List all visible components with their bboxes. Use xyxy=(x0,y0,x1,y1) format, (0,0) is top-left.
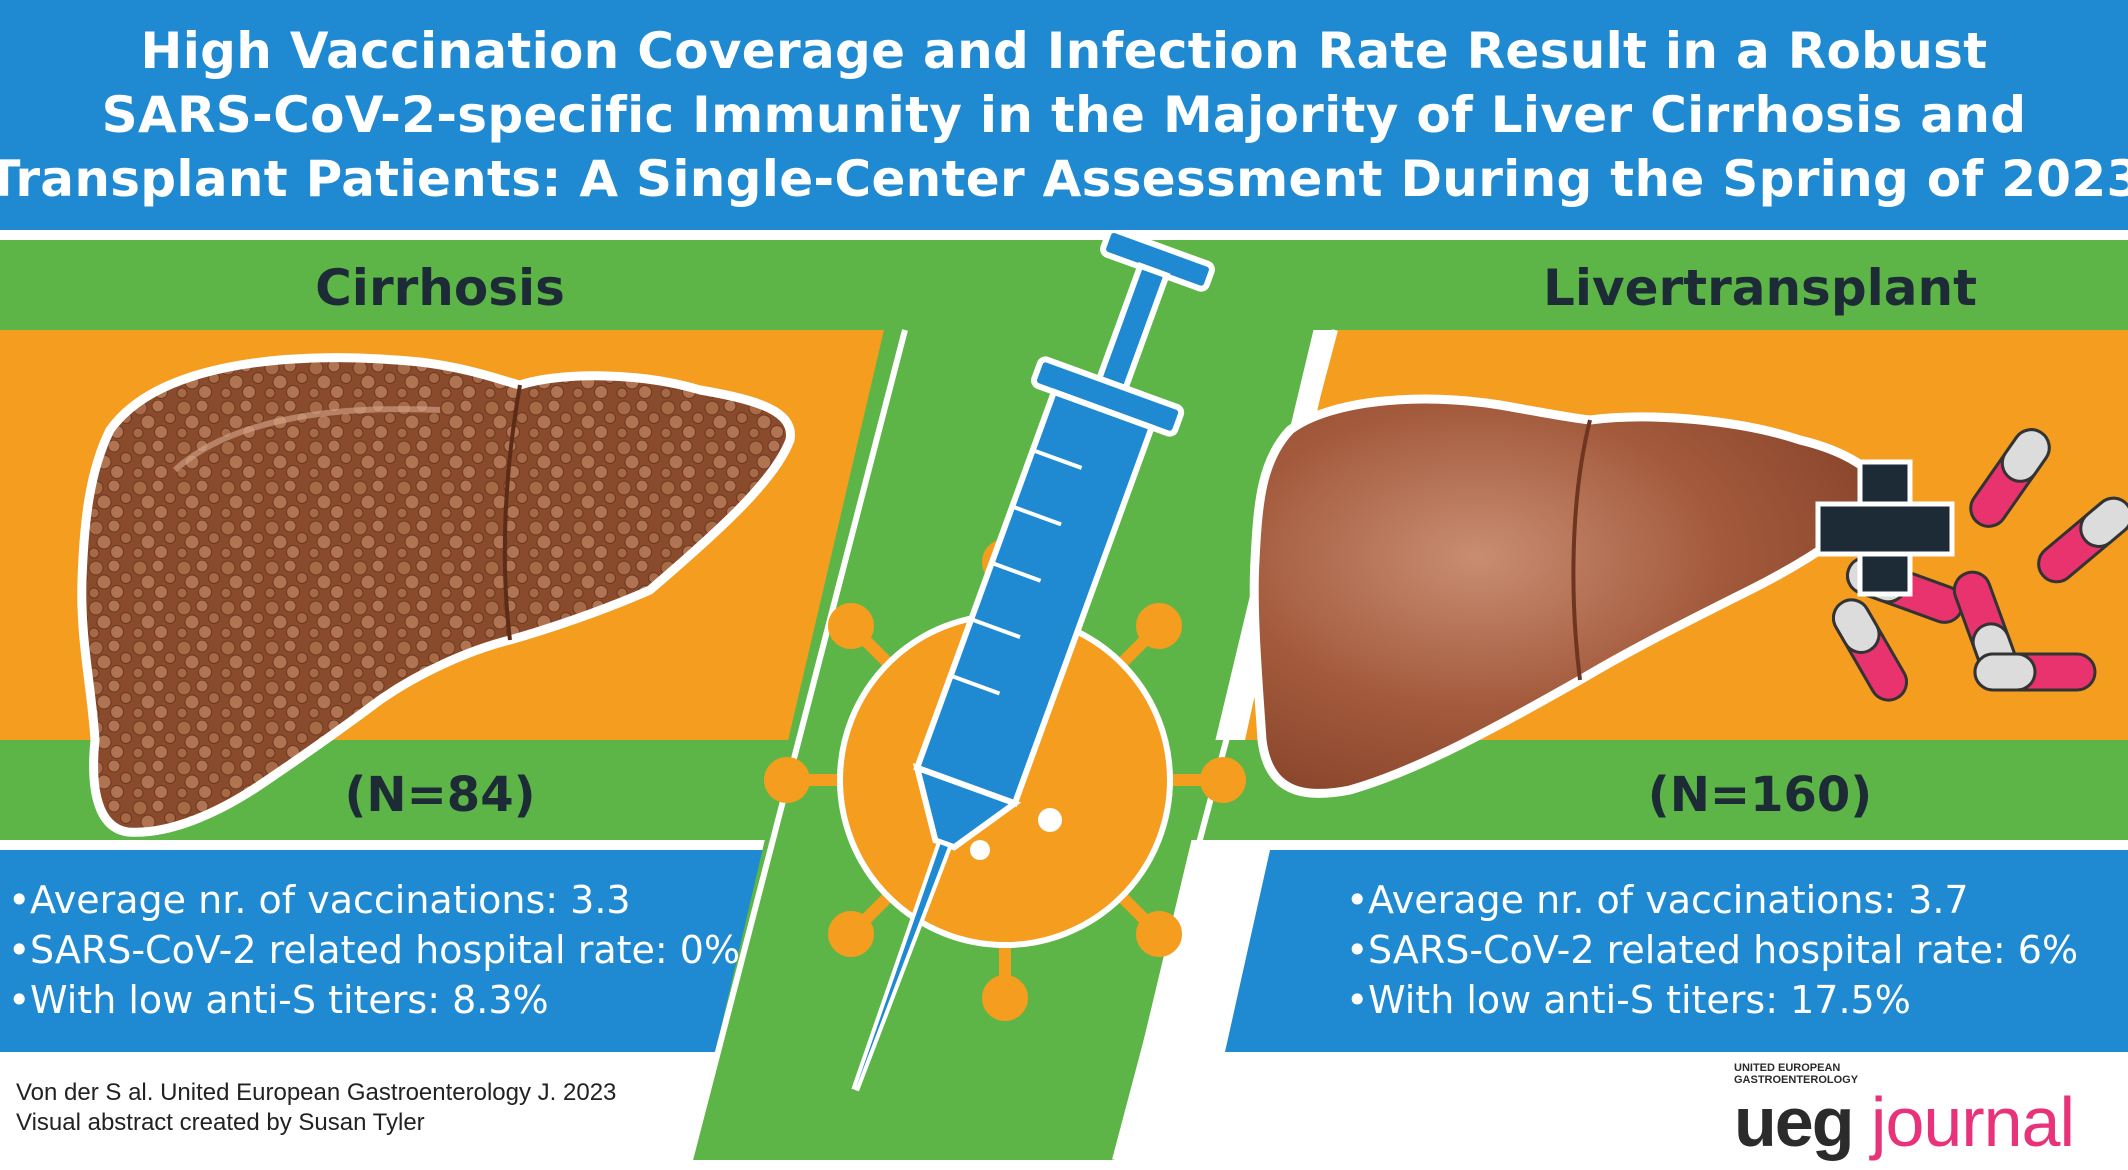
bullet-icon: • xyxy=(8,878,31,922)
cirrhosis-label: Cirrhosis xyxy=(315,259,565,317)
bullet-icon: • xyxy=(8,928,31,972)
brand-main-text: ueg journal xyxy=(1734,1082,2075,1162)
transplant-sample-size: (N=160) xyxy=(1647,767,1873,823)
cirrhotic-liver-icon xyxy=(77,353,795,837)
blue-panel-left xyxy=(0,850,770,1052)
transplant-stats-list: •Average nr. of vaccinations: 3.7 •SARS-… xyxy=(1346,875,2078,1025)
ueg-journal-logo: UNITED EUROPEAN GASTROENTEROLOGY ueg jou… xyxy=(1734,1062,2114,1162)
stat-item: •Average nr. of vaccinations: 3.7 xyxy=(1346,875,2078,925)
bullet-icon: • xyxy=(8,978,31,1022)
plus-icon xyxy=(1815,459,1955,597)
bullet-icon: • xyxy=(1346,978,1369,1022)
bullet-icon: • xyxy=(1346,878,1369,922)
transplant-label: Livertransplant xyxy=(1543,259,1977,317)
stat-item: •With low anti-S titers: 8.3% xyxy=(8,975,740,1025)
stat-text: With low anti-S titers: 8.3% xyxy=(30,978,549,1022)
brand-journal: journal xyxy=(1852,1083,2075,1161)
title-banner: High Vaccination Coverage and Infection … xyxy=(0,0,2128,230)
stat-text: With low anti-S titers: 17.5% xyxy=(1368,978,1911,1022)
citation-text: Von der S al. United European Gastroente… xyxy=(16,1079,617,1106)
stat-item: •SARS-CoV-2 related hospital rate: 6% xyxy=(1346,925,2078,975)
cirrhosis-stats-list: •Average nr. of vaccinations: 3.3 •SARS-… xyxy=(8,875,740,1025)
brand-small-text: UNITED EUROPEAN GASTROENTEROLOGY xyxy=(1734,1062,1859,1086)
pill-capsules-icon xyxy=(1832,428,2128,702)
stat-item: •SARS-CoV-2 related hospital rate: 0% xyxy=(8,925,740,975)
footer-credit: Von der S al. United European Gastroente… xyxy=(16,1078,616,1138)
credit-text: Visual abstract created by Susan Tyler xyxy=(16,1109,425,1136)
stat-text: SARS-CoV-2 related hospital rate: 0% xyxy=(30,928,741,972)
syringe-icon xyxy=(851,226,1215,1092)
stat-text: SARS-CoV-2 related hospital rate: 6% xyxy=(1368,928,2079,972)
stat-item: •Average nr. of vaccinations: 3.3 xyxy=(8,875,740,925)
brand-ueg: ueg xyxy=(1734,1083,1854,1161)
title-line-2: SARS-CoV-2-specific Immunity in the Majo… xyxy=(101,86,2027,144)
healthy-liver-icon xyxy=(1249,394,1896,798)
stat-item: •With low anti-S titers: 17.5% xyxy=(1346,975,2078,1025)
title-line-3: Transplant Patients: A Single-Center Ass… xyxy=(0,150,2128,208)
blue-panel-right xyxy=(1225,850,2128,1052)
cirrhosis-sample-size: (N=84) xyxy=(344,767,536,823)
title-line-1: High Vaccination Coverage and Infection … xyxy=(140,22,1988,80)
stat-text: Average nr. of vaccinations: 3.7 xyxy=(1368,878,1969,922)
stat-text: Average nr. of vaccinations: 3.3 xyxy=(30,878,631,922)
bullet-icon: • xyxy=(1346,928,1369,972)
